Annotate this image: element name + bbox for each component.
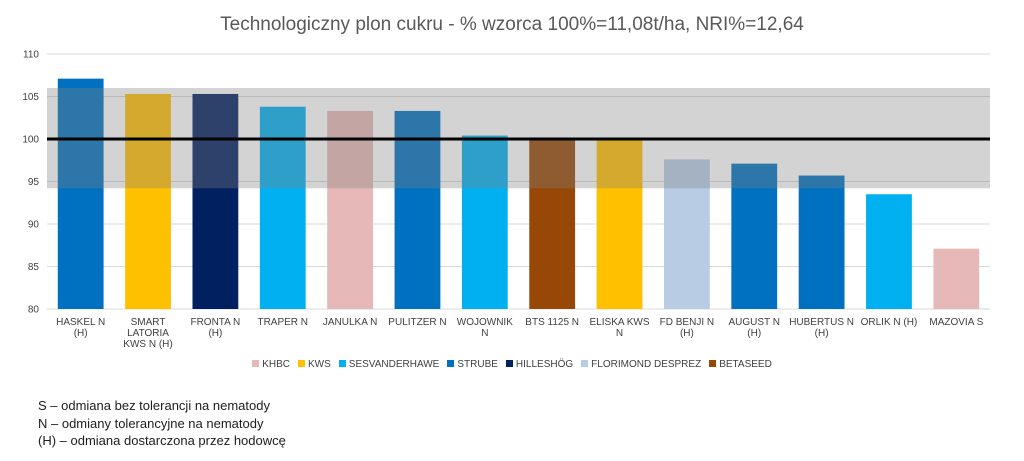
x-tick-label: HASKEL N xyxy=(56,317,105,328)
legend-swatch xyxy=(447,360,455,367)
y-axis-ticks: 80 85 90 95 100 105 110 xyxy=(22,50,39,316)
x-tick-label: (H) xyxy=(747,328,761,339)
y-tick-label: 105 xyxy=(22,92,39,103)
x-tick-label: ELISKA KWS xyxy=(590,317,650,328)
bar xyxy=(663,159,710,309)
legend-label: HILLESHÖG xyxy=(515,359,574,370)
bar xyxy=(57,78,104,310)
x-tick-label: FRONTA N xyxy=(190,317,240,328)
bar xyxy=(933,248,980,309)
y-tick-label: 95 xyxy=(28,177,40,188)
bar xyxy=(731,163,778,309)
legend-item: KWS xyxy=(298,359,331,370)
legend-item: HILLESHÖG xyxy=(505,359,574,370)
legend-item: BETASEED xyxy=(709,359,772,370)
x-tick-label: MAZOVIA S xyxy=(929,317,983,328)
legend-label: FLORIMOND DESPREZ xyxy=(591,359,702,370)
legend-swatch xyxy=(298,360,305,367)
x-tick-label: (H) xyxy=(208,328,222,339)
bar xyxy=(192,93,239,309)
bar xyxy=(394,110,441,309)
bar xyxy=(798,175,845,309)
x-tick-label: (H) xyxy=(74,328,88,339)
note-line: S – odmiana bez tolerancji na nematody xyxy=(38,398,270,413)
bars xyxy=(57,78,980,310)
legend-label: KHBC xyxy=(262,359,290,370)
legend-swatch xyxy=(505,360,513,367)
legend: KHBC KWS SESVANDERHAWE STRUBE HILLESHÖG FLORI… xyxy=(0,359,1024,370)
x-tick-label: KWS N (H) xyxy=(123,339,172,350)
legend-item: KHBC xyxy=(252,359,290,370)
y-tick-label: 100 xyxy=(22,135,39,146)
legend-swatch xyxy=(709,360,717,367)
legend-item: SESVANDERHAWE xyxy=(338,359,440,370)
x-tick-label: PULITZER N xyxy=(388,317,446,328)
y-tick-label: 110 xyxy=(23,50,39,61)
x-tick-label: AUGUST N xyxy=(729,317,781,328)
y-tick-label: 90 xyxy=(28,220,40,231)
notes: S – odmiana bez tolerancji na nematody N… xyxy=(38,397,286,450)
bar xyxy=(866,194,912,309)
x-tick-label: WOJOWNIK xyxy=(457,317,513,328)
legend-item: FLORIMOND DESPREZ xyxy=(581,359,701,370)
x-tick-label: LATORIA xyxy=(127,328,169,339)
legend-item: STRUBE xyxy=(447,359,498,370)
x-tick-label: TRAPER N xyxy=(257,317,308,328)
legend-label: SESVANDERHAWE xyxy=(348,359,440,370)
note-line: (H) – odmiana dostarczona przez hodowcę xyxy=(38,433,286,448)
chart-title: Technologiczny plon cukru - % wzorca 100… xyxy=(220,14,804,35)
x-tick-label: FD BENJI N xyxy=(660,317,714,328)
bar xyxy=(529,138,576,309)
x-tick-label: N xyxy=(616,328,623,339)
legend-swatch xyxy=(581,360,589,367)
bar xyxy=(461,135,508,309)
legend-label: STRUBE xyxy=(457,359,498,370)
x-tick-label: (H) xyxy=(815,328,829,339)
x-tick-label: (H) xyxy=(680,328,694,339)
x-tick-label: BTS 1125 N xyxy=(525,317,579,328)
legend-swatch xyxy=(252,360,260,367)
x-tick-label: N xyxy=(481,328,488,339)
bar xyxy=(125,93,171,309)
legend-label: BETASEED xyxy=(719,359,772,370)
bar xyxy=(596,139,643,309)
note-line: N – odmiany tolerancyjne na nematody xyxy=(38,415,264,431)
y-tick-label: 85 xyxy=(28,262,40,273)
x-tick-label: SMART xyxy=(131,317,166,328)
x-tick-label: ORLIK N (H) xyxy=(861,317,918,328)
legend-swatch xyxy=(338,360,346,367)
bar xyxy=(327,110,374,309)
legend-label: KWS xyxy=(308,359,331,370)
y-tick-label: 80 xyxy=(28,305,40,316)
x-tick-label: JANULKA N xyxy=(323,317,377,328)
x-tick-label: HUBERTUS N xyxy=(789,317,854,328)
